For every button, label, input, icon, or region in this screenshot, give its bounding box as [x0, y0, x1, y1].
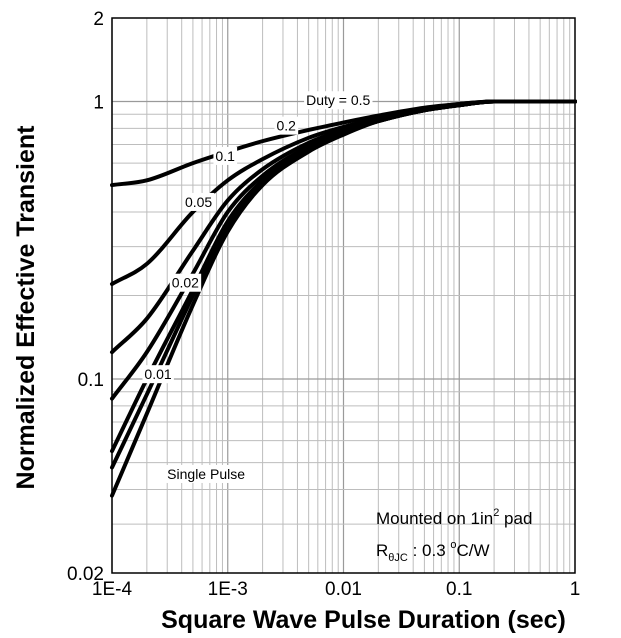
curve-label: 0.02 — [169, 273, 202, 292]
x-tick-label: 1E-4 — [92, 579, 133, 600]
x-axis-title: Square Wave Pulse Duration (sec) — [161, 606, 566, 634]
mounted-note: Mounted on 1in2 pad — [376, 507, 532, 528]
r-value: : 0.3 — [408, 541, 451, 560]
x-tick-label: 1 — [570, 579, 581, 600]
curve-label-text: Single Pulse — [167, 466, 245, 482]
curve-label-text: 0.02 — [172, 275, 199, 291]
curve-label-text: 0.01 — [144, 366, 171, 382]
thermal-resistance-note: RθJC : 0.3 oC/W — [376, 539, 490, 564]
curve-label: 0.1 — [213, 146, 238, 165]
y-axis-title: Normalized Effective Transient — [12, 125, 40, 490]
series-line-single-pulse — [110, 99, 577, 498]
y-tick-label: 1 — [93, 93, 104, 114]
r-symbol: R — [376, 541, 388, 560]
y-tick-label: 0.1 — [78, 370, 104, 391]
curve-label-bg — [165, 464, 248, 483]
curve-label-bg — [182, 192, 215, 211]
x-tick-labels: 1E-4 1E-3 0.01 0.1 1 — [92, 579, 580, 600]
curve-label-bg — [169, 273, 202, 292]
curve-label: Single Pulse — [165, 464, 248, 483]
curve-label: 0.05 — [182, 192, 215, 211]
curve-labels: Duty = 0.5 0.2 0.1 0.05 0.02 0.01 Single Pulse — [142, 91, 373, 483]
y-tick-label: 0.02 — [67, 564, 104, 585]
grid — [111, 17, 575, 574]
y-tick-labels: 2 1 0.1 0.02 — [67, 9, 104, 585]
x-tick-label: 0.01 — [325, 579, 362, 600]
curve-label: 0.2 — [274, 116, 299, 135]
r-subscript: θJC — [388, 552, 408, 564]
y-tick-label: 2 — [93, 9, 104, 30]
curve-label-bg — [274, 116, 299, 135]
plot-frame — [111, 17, 576, 574]
mounted-note-text: Mounted on 1in — [376, 509, 493, 528]
curve-label-bg — [304, 91, 373, 110]
r-unit: C/W — [457, 541, 490, 560]
curve-label-text: Duty = 0.5 — [306, 92, 370, 108]
mounted-note-suffix: pad — [499, 509, 532, 528]
curve-label: 0.01 — [142, 365, 174, 384]
curve-label: Duty = 0.5 — [304, 91, 373, 110]
curve-label-text: 0.05 — [185, 194, 212, 210]
curve-label-text: 0.1 — [215, 148, 235, 164]
x-tick-label: 1E-3 — [208, 579, 248, 600]
curve-label-text: 0.2 — [276, 118, 296, 134]
r-unit-superscript: o — [450, 539, 456, 551]
mounted-note-superscript: 2 — [493, 507, 499, 519]
x-tick-label: 0.1 — [446, 579, 472, 600]
curve-label-bg — [142, 365, 174, 384]
curve-label-bg — [213, 146, 238, 165]
